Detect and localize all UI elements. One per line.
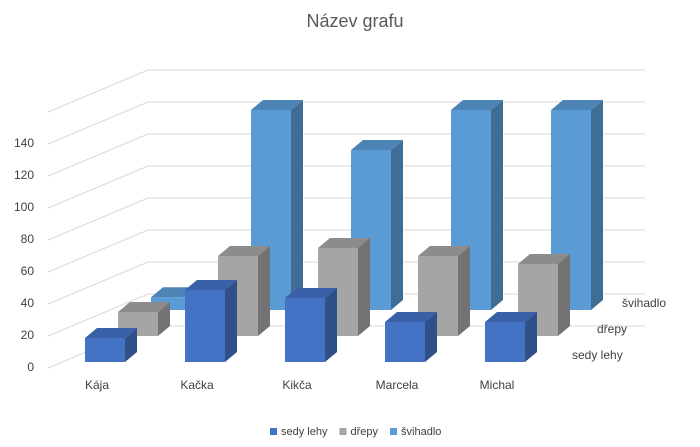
y-tick-label: 100 <box>14 200 34 214</box>
bar-side <box>291 100 303 310</box>
bar-top <box>518 254 570 264</box>
depth-label: švihadlo <box>622 296 666 310</box>
bar-side <box>158 302 170 336</box>
grid-line-top <box>47 69 645 113</box>
y-tick-label: 80 <box>21 232 35 246</box>
legend-swatch <box>390 428 398 435</box>
legend-label: sedy lehy <box>281 426 328 438</box>
bar-top <box>485 312 537 322</box>
bar-side <box>458 246 470 336</box>
bar-side <box>591 100 603 310</box>
y-tick-label: 0 <box>27 360 34 374</box>
bar <box>485 322 525 362</box>
y-tick-label: 40 <box>21 296 35 310</box>
bar-side <box>125 328 137 362</box>
bar-side <box>358 238 370 336</box>
bar <box>185 290 225 362</box>
y-tick-label: 140 <box>14 136 34 150</box>
x-tick-label: Marcela <box>376 378 419 392</box>
y-tick-label: 60 <box>21 264 35 278</box>
legend-swatch <box>270 428 277 435</box>
legend-label: švihadlo <box>401 426 441 438</box>
x-tick-label: Kačka <box>180 378 214 392</box>
bar <box>85 338 125 362</box>
y-tick-label: 20 <box>21 328 35 342</box>
bar-top <box>418 246 470 256</box>
bar-side <box>325 288 337 362</box>
bar-top <box>351 140 403 150</box>
bar-top <box>185 280 237 290</box>
chart-title: Název grafu <box>306 11 403 31</box>
bar-top <box>551 100 603 110</box>
legend-label: dřepy <box>350 426 378 438</box>
bar-top <box>118 302 170 312</box>
depth-label: dřepy <box>597 322 627 336</box>
bar-side <box>425 312 437 362</box>
x-tick-label: Michal <box>480 378 515 392</box>
bar-side <box>258 246 270 336</box>
y-tick-label: 120 <box>14 168 34 182</box>
bar-top <box>285 288 337 298</box>
depth-label: sedy lehy <box>572 348 623 362</box>
x-tick-label: Kikča <box>282 378 312 392</box>
bar-side <box>491 100 503 310</box>
bar-side <box>391 140 403 310</box>
bar-top <box>451 100 503 110</box>
bar-top <box>85 328 137 338</box>
legend-swatch <box>339 428 347 435</box>
bar-side <box>558 254 570 336</box>
bar-top <box>251 100 303 110</box>
x-tick-label: Kája <box>85 378 109 392</box>
bar <box>385 322 425 362</box>
bar-side <box>225 280 237 362</box>
bar <box>285 298 325 362</box>
bar-side <box>525 312 537 362</box>
bar-top <box>218 246 270 256</box>
bar-top <box>318 238 370 248</box>
bar-top <box>385 312 437 322</box>
